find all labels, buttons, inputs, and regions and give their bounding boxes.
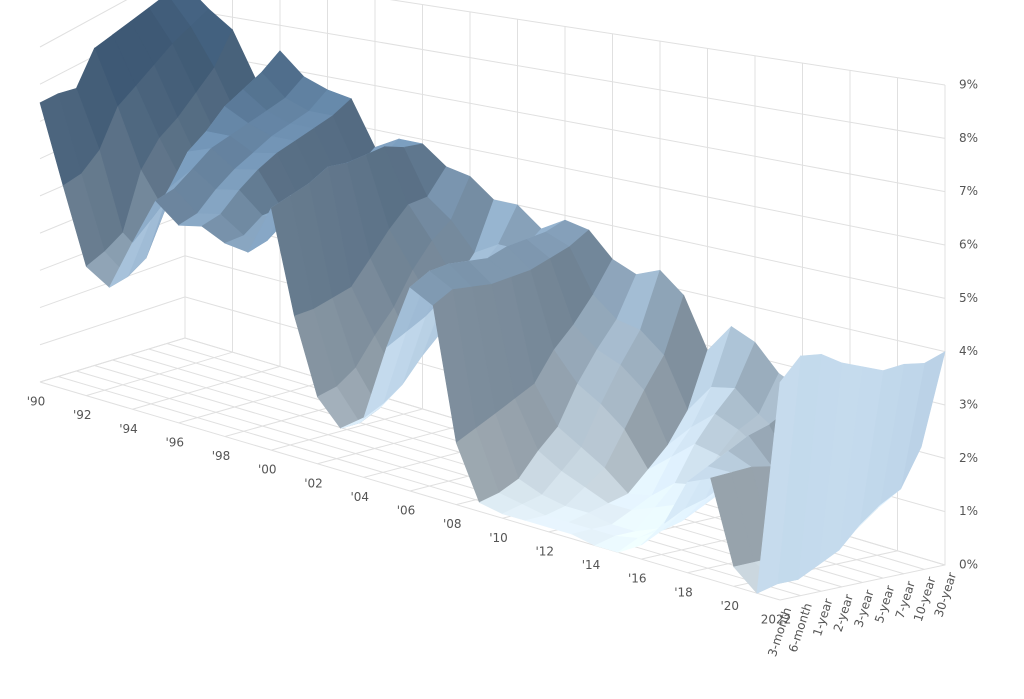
x-tick-label: '14	[582, 558, 601, 572]
z-tick-label: 4%	[959, 344, 978, 358]
x-tick-label: '16	[628, 572, 647, 586]
y-tick-label: 3-year	[851, 588, 876, 629]
surface	[39, 0, 946, 594]
z-tick-label: 6%	[959, 238, 978, 252]
z-tick-label: 0%	[959, 558, 978, 572]
x-tick-label: '04	[350, 490, 369, 504]
y-tick-label: 30-year	[932, 571, 960, 619]
x-tick-label: '12	[535, 544, 554, 558]
z-tick-label: 1%	[959, 504, 978, 518]
surface-cell	[756, 354, 802, 594]
z-tick-label: 7%	[959, 184, 978, 198]
grid-line	[76, 370, 822, 592]
x-tick-label: '96	[165, 435, 184, 449]
x-tick-label: '08	[443, 517, 462, 531]
y-tick-label: 1-year	[810, 597, 835, 638]
grid-line	[39, 381, 781, 601]
x-tick-label: '00	[258, 463, 277, 477]
x-tick-label: '20	[720, 599, 739, 613]
x-tick-label: '90	[27, 395, 46, 409]
grid-line	[39, 0, 946, 86]
z-tick-label: 2%	[959, 451, 978, 465]
z-tick-label: 3%	[959, 398, 978, 412]
z-tick-label: 9%	[959, 78, 978, 92]
x-tick-label: '98	[212, 449, 231, 463]
z-tick-label: 5%	[959, 291, 978, 305]
x-tick-label: 2022	[761, 613, 792, 627]
y-tick-label: 2-year	[831, 592, 856, 633]
x-tick-label: '06	[397, 504, 416, 518]
x-tick-label: '18	[674, 585, 693, 599]
x-tick-label: '92	[73, 408, 92, 422]
y-tick-label: 5-year	[872, 584, 897, 625]
grid-line	[57, 376, 801, 597]
x-tick-label: '02	[304, 476, 323, 490]
grid-line	[94, 365, 843, 588]
x-tick-label: '10	[489, 531, 508, 545]
z-tick-label: 8%	[959, 131, 978, 145]
x-tick-label: '94	[119, 422, 138, 436]
